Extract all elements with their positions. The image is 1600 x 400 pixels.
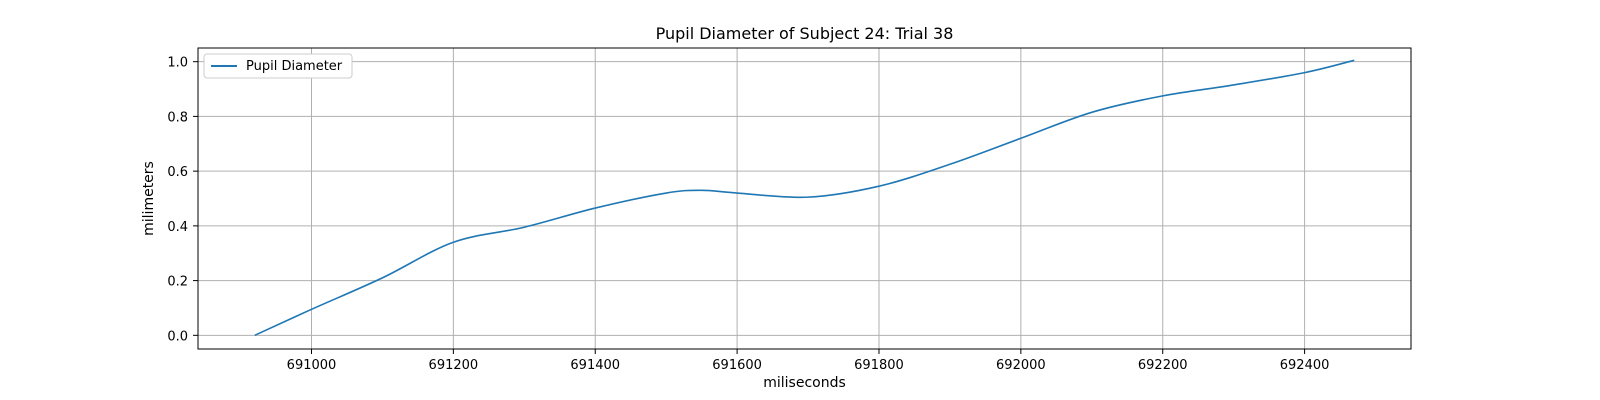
x-tick-label: 692000 [996,358,1046,373]
y-tick-label: 0.6 [167,165,188,180]
x-axis-label: miliseconds [763,375,846,391]
chart-title: Pupil Diameter of Subject 24: Trial 38 [656,24,954,43]
grid [198,48,1411,349]
y-tick-label: 0.8 [167,110,188,125]
legend: Pupil Diameter [203,53,353,79]
legend-box [203,53,353,79]
y-axis: 0.0 0.2 0.4 0.6 0.8 1.0 [167,56,198,344]
y-tick-label: 0.4 [167,220,188,235]
x-tick-label: 691600 [712,358,762,373]
series-line-pupil-diameter [254,59,1355,337]
y-tick-label: 0.0 [167,329,188,344]
x-axis: 691000 691200 691400 691600 691800 692000 6922… [287,349,1330,373]
series-layer [254,59,1355,337]
legend-label-pupil-diameter: Pupil Diameter [246,59,343,74]
y-axis-label: milimeters [141,161,157,236]
x-tick-label: 691000 [287,358,337,373]
x-tick-label: 692200 [1138,358,1188,373]
plot-area [197,47,1412,350]
y-tick-label: 0.2 [167,275,188,290]
x-tick-label: 691800 [854,358,904,373]
x-tick-label: 691200 [429,358,479,373]
y-tick-label: 1.0 [167,56,188,71]
x-tick-label: 692400 [1280,358,1330,373]
x-tick-label: 691400 [570,358,620,373]
